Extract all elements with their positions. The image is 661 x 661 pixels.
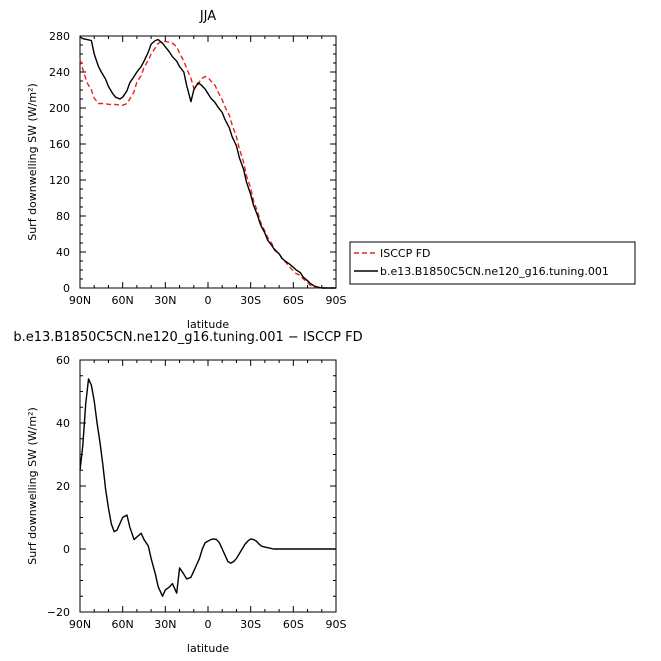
bottom-y-tick-label: 40 [56, 417, 70, 430]
top-y-tick-label: 120 [49, 174, 70, 187]
top-series-lines [79, 36, 336, 289]
top-x-tick-label: 60S [283, 294, 304, 307]
bottom-chart-title: b.e13.B1850C5CN.ne120_g16.tuning.001 − I… [13, 330, 362, 345]
bottom-y-tick-label: 20 [56, 480, 70, 493]
bottom-series-lines [79, 378, 336, 597]
bottom-x-tick-label: 90N [69, 618, 91, 631]
bottom-x-axis: 90N 60N 30N 0 30S 60S 90S [69, 360, 347, 631]
top-y-tick-label: 40 [56, 246, 70, 259]
bottom-series-line-0 [79, 378, 336, 597]
top-series-line-0 [79, 40, 336, 289]
bottom-x-tick-label: 90S [326, 618, 347, 631]
bottom-x-tick-label: 0 [205, 618, 212, 631]
bottom-y-axis: −20 0 20 40 60 [47, 354, 336, 619]
top-x-tick-label: 90S [326, 294, 347, 307]
bottom-x-tick-label: 30S [240, 618, 261, 631]
legend-box [349, 241, 636, 285]
top-y-tick-label: 160 [49, 138, 70, 151]
top-y-tick-label: 80 [56, 210, 70, 223]
bottom-y-tick-label: 0 [63, 543, 70, 556]
top-panel: JJA 0 40 80 120 160 200 240 280 90N 60N 30N 0 30S 60… [26, 9, 636, 331]
bottom-x-tick-label: 30N [154, 618, 176, 631]
top-x-tick-label: 30S [240, 294, 261, 307]
top-y-axis-label: Surf downwelling SW (W/m²) [26, 83, 39, 241]
top-y-tick-label: 0 [63, 282, 70, 295]
legend-label-model: b.e13.B1850C5CN.ne120_g16.tuning.001 [380, 265, 609, 278]
bottom-x-tick-label: 60S [283, 618, 304, 631]
bottom-x-axis-label: latitude [187, 642, 229, 655]
top-chart-title: JJA [199, 9, 216, 24]
bottom-y-tick-label: −20 [47, 606, 70, 619]
top-x-tick-label: 90N [69, 294, 91, 307]
top-x-axis-label: latitude [187, 318, 229, 331]
bottom-plot-frame [79, 359, 337, 613]
top-series-line-1 [79, 36, 336, 289]
top-y-tick-label: 280 [49, 30, 70, 43]
legend-label-isccp: ISCCP FD [380, 247, 431, 260]
bottom-x-tick-label: 60N [112, 618, 134, 631]
bottom-panel: b.e13.B1850C5CN.ne120_g16.tuning.001 − I… [13, 330, 362, 655]
top-x-axis: 90N 60N 30N 0 30S 60S 90S [69, 36, 347, 307]
top-y-tick-label: 200 [49, 102, 70, 115]
top-y-axis: 0 40 80 120 160 200 240 280 [49, 30, 336, 295]
top-x-tick-label: 60N [112, 294, 134, 307]
top-y-tick-label: 240 [49, 66, 70, 79]
bottom-y-tick-label: 60 [56, 354, 70, 367]
top-plot-frame [79, 35, 337, 289]
top-x-tick-label: 30N [154, 294, 176, 307]
bottom-y-axis-label: Surf downwelling SW (W/m²) [26, 407, 39, 565]
top-x-tick-label: 0 [205, 294, 212, 307]
legend: ISCCP FD b.e13.B1850C5CN.ne120_g16.tunin… [349, 241, 636, 285]
